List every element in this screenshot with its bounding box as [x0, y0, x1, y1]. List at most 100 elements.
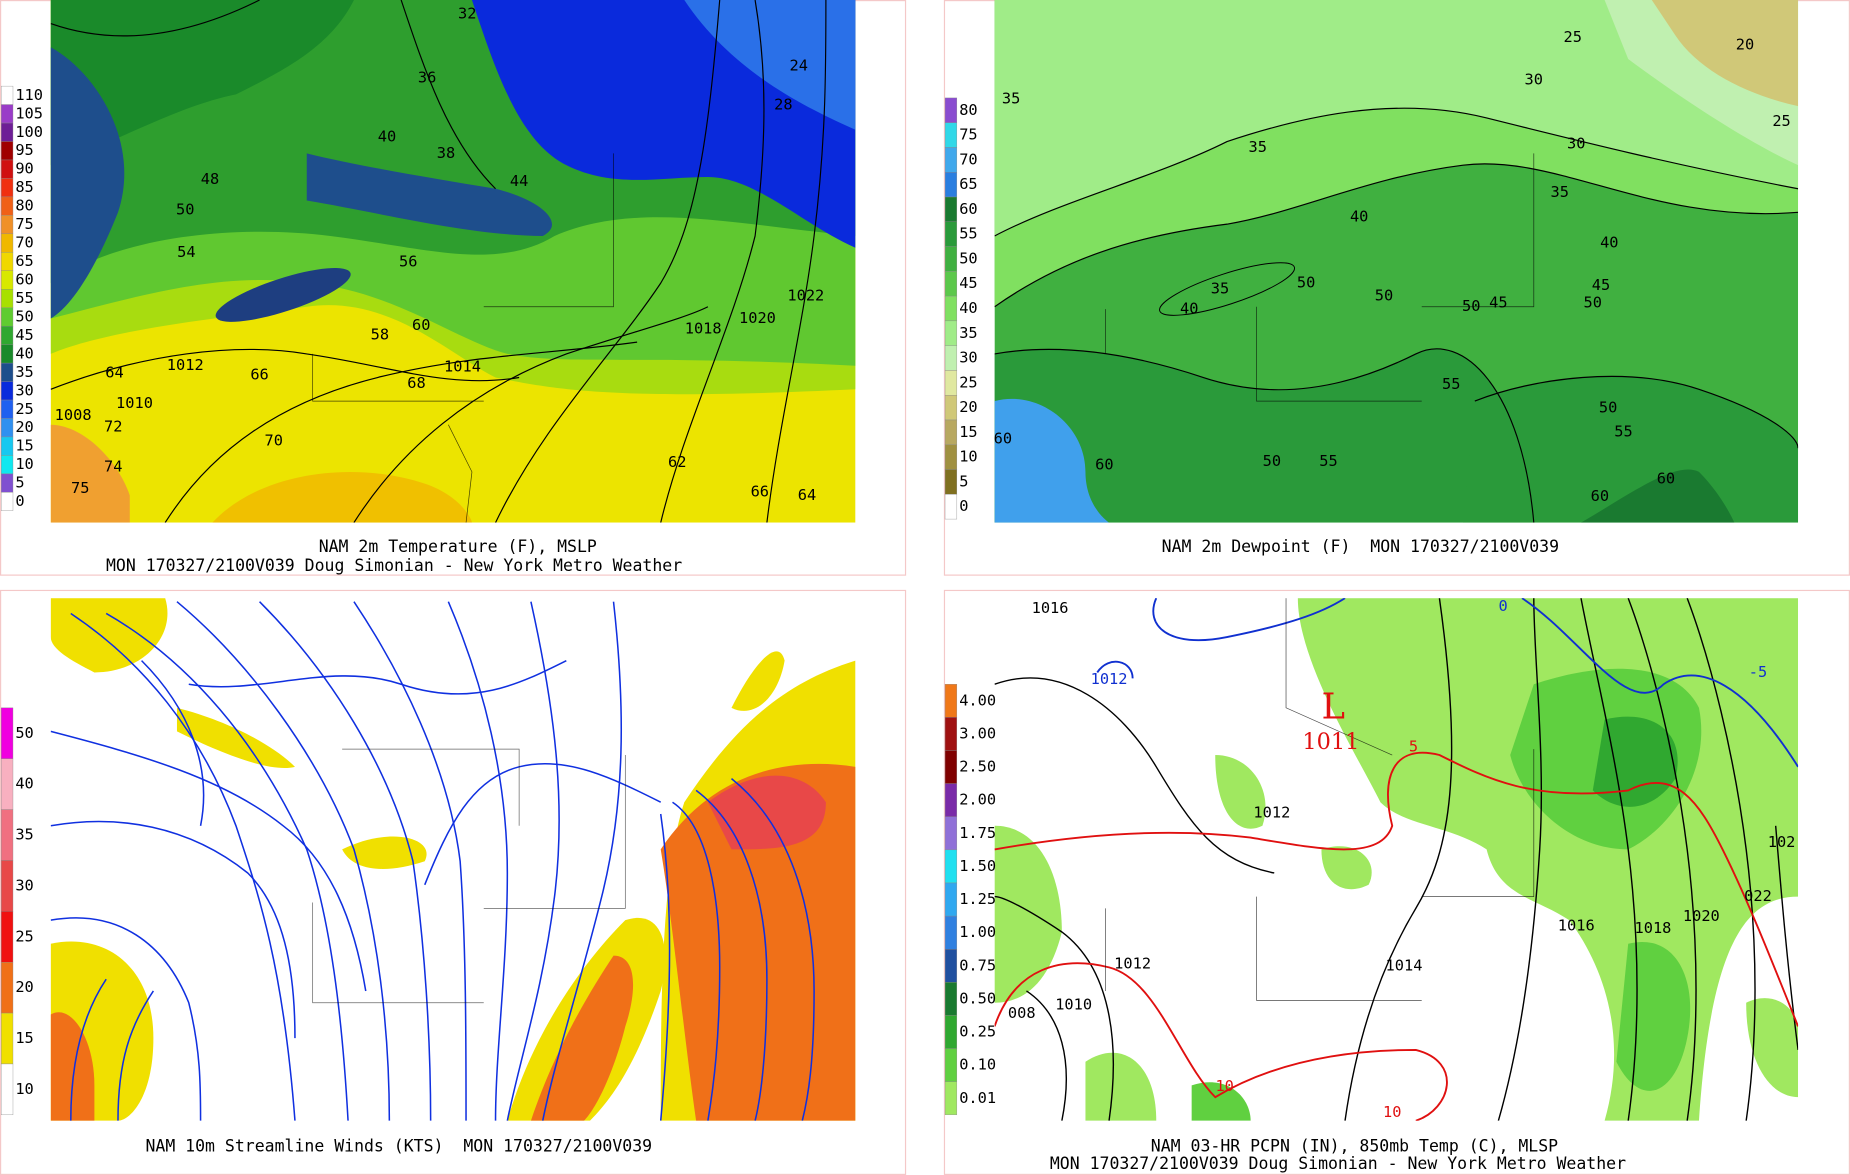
colorbar-label: 0.75 — [959, 956, 996, 974]
contour-label: 60 — [412, 316, 430, 334]
colorbar-swatch — [944, 370, 958, 396]
contour-label: 20 — [1736, 35, 1754, 53]
colorbar-swatch — [944, 172, 958, 198]
colorbar-label: 25 — [15, 400, 33, 418]
colorbar-swatch — [1, 758, 14, 810]
colorbar-label: 65 — [15, 252, 33, 270]
low-marker: L — [1321, 687, 1345, 728]
colorbar-label: 30 — [959, 349, 977, 367]
caption: NAM 10m Streamline Winds (KTS) MON 17032… — [145, 1136, 652, 1155]
colorbar-label: 40 — [959, 299, 977, 317]
contour-label: 48 — [201, 170, 219, 188]
colorbar-swatch — [1, 289, 14, 308]
colorbar-swatch — [1, 325, 14, 345]
colorbar-swatch — [1, 381, 14, 401]
contour-label: 28 — [774, 95, 792, 113]
colorbar-label: 85 — [15, 178, 33, 196]
colorbar-label: 20 — [15, 978, 33, 996]
dewpoint-map — [994, 0, 1799, 523]
colorbar-label: 40 — [15, 775, 33, 793]
colorbar-label: 4.00 — [959, 691, 996, 709]
contour-label: 44 — [510, 172, 528, 190]
colorbar-label: 100 — [15, 123, 43, 141]
contour-label: 56 — [399, 252, 417, 270]
colorbar-swatch — [1, 85, 14, 105]
colorbar-label: 15 — [15, 1029, 33, 1047]
colorbar-swatch — [1, 252, 14, 271]
contour-label: 022 — [1744, 887, 1772, 905]
contour-label: 74 — [104, 458, 122, 476]
colorbar-swatch — [1, 436, 14, 456]
colorbar-label: 35 — [15, 363, 33, 381]
contour-label: 1014 — [1386, 957, 1423, 975]
contour-label: 35 — [1248, 138, 1266, 156]
colorbar-label: 80 — [959, 101, 977, 119]
colorbar-swatch — [944, 271, 958, 297]
contour-label: 50 — [1584, 294, 1602, 312]
colorbar-swatch — [1, 473, 14, 493]
colorbar-swatch — [944, 419, 958, 445]
colorbar-swatch — [944, 97, 958, 123]
colorbar-label: 20 — [959, 398, 977, 416]
contour-label: 1012 — [167, 356, 204, 374]
colorbar-swatch — [944, 783, 958, 817]
contour-label: 40 — [378, 127, 396, 145]
colorbar-swatch — [1, 399, 14, 419]
colorbar-label: 110 — [15, 86, 43, 104]
contour-label: 54 — [177, 243, 195, 261]
colorbar-label: 45 — [15, 326, 33, 344]
precipitation-labels: 1016 1012 L 1011 5 1012 1012 1010 008 10… — [1008, 597, 1796, 1121]
colorbar-swatch — [1, 141, 14, 161]
caption: NAM 03-HR PCPN (IN), 850mb Temp (C), MLS… — [1151, 1136, 1558, 1155]
colorbar-swatch — [1, 196, 14, 216]
caption: NAM 2m Dewpoint (F) MON 170327/2100V039 — [1162, 537, 1559, 556]
colorbar-swatch — [944, 1081, 958, 1116]
colorbar-swatch — [944, 295, 958, 322]
colorbar-label: 10 — [959, 448, 977, 466]
colorbar-swatch — [1, 707, 14, 759]
contour-label: 55 — [1614, 422, 1632, 440]
colorbar-label: 30 — [15, 381, 33, 399]
contour-label: 66 — [751, 482, 769, 500]
temperature-contour-label: 10 — [1383, 1103, 1401, 1121]
colorbar-swatch — [944, 750, 958, 784]
colorbar-label: 15 — [959, 423, 977, 441]
colorbar-label: 3.00 — [959, 724, 996, 742]
colorbar-swatch — [944, 949, 958, 983]
contour-label: 45 — [1592, 276, 1610, 294]
colorbar-label: 10 — [15, 455, 33, 473]
colorbar-swatch — [1, 307, 14, 327]
contour-label: 25 — [1772, 112, 1790, 130]
contour-label: 50 — [1297, 274, 1315, 292]
colorbar-label: 20 — [15, 418, 33, 436]
contour-label: 30 — [1525, 71, 1543, 89]
contour-label: 102 — [1768, 833, 1796, 851]
colorbar-swatch — [944, 717, 958, 751]
caption: MON 170327/2100V039 Doug Simonian - New … — [1050, 1154, 1626, 1173]
contour-label: 1008 — [55, 406, 92, 424]
temperature-contour-label: 0 — [1499, 597, 1508, 615]
colorbar-swatch — [944, 320, 958, 346]
colorbar-label: 0.50 — [959, 989, 996, 1007]
colorbar-swatch — [944, 849, 958, 884]
contour-label: 35 — [1002, 90, 1020, 108]
contour-label: 38 — [437, 144, 455, 162]
colorbar-swatch — [1, 159, 14, 179]
colorbar-label: 5 — [15, 474, 24, 492]
contour-label: 64 — [105, 363, 123, 381]
colorbar-label: 1.25 — [959, 890, 996, 908]
temperature-labels: 32 36 38 40 44 48 50 54 56 58 60 64 66 6… — [55, 5, 825, 504]
colorbar-swatch — [944, 395, 958, 421]
colorbar-label: 80 — [15, 197, 33, 215]
colorbars: 1101051009590858075706560555045403530252… — [1, 85, 996, 1116]
contour-label: 75 — [71, 479, 89, 497]
colorbar-label: 0.01 — [959, 1089, 996, 1107]
contour-label: 40 — [1180, 300, 1198, 318]
colorbar-label: 0 — [959, 497, 968, 515]
contour-label: 32 — [458, 5, 476, 23]
colorbar-label: 105 — [15, 104, 43, 122]
contour-label: 50 — [1263, 452, 1281, 470]
contour-label: 70 — [264, 432, 282, 450]
colorbar-swatch — [944, 1048, 958, 1082]
